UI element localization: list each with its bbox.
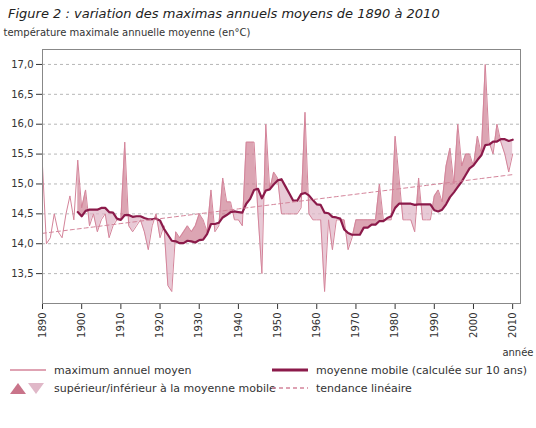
- svg-text:1910: 1910: [115, 313, 126, 338]
- svg-text:1900: 1900: [76, 313, 87, 338]
- svg-text:1940: 1940: [233, 313, 244, 338]
- svg-text:1980: 1980: [389, 313, 400, 338]
- svg-text:2010: 2010: [507, 313, 518, 338]
- svg-text:température maximale annuelle: température maximale annuelle moyenne (e…: [4, 27, 251, 38]
- html-text:supérieur/inférieur à la moyen: supérieur/inférieur à la moyenne mobile: [54, 381, 276, 395]
- html-text:tendance linéaire: tendance linéaire: [316, 381, 412, 395]
- svg-text:1950: 1950: [272, 313, 283, 338]
- svg-text:2000: 2000: [468, 313, 479, 338]
- svg-text:15,0: 15,0: [11, 178, 33, 189]
- html-text:maximum annuel moyen: maximum annuel moyen: [54, 363, 192, 377]
- svg-text:15,5: 15,5: [11, 148, 33, 159]
- svg-text:16,5: 16,5: [11, 89, 33, 100]
- svg-text:1960: 1960: [311, 313, 322, 338]
- svg-text:année: année: [502, 347, 533, 358]
- svg-text:1990: 1990: [429, 313, 440, 338]
- svg-text:16,0: 16,0: [11, 118, 33, 129]
- svg-text:13,5: 13,5: [11, 268, 33, 279]
- svg-text:1970: 1970: [350, 313, 361, 338]
- html-text:moyenne mobile (calculée sur 1: moyenne mobile (calculée sur 10 ans): [316, 363, 527, 377]
- svg-text:1890: 1890: [37, 313, 48, 338]
- svg-text:14,0: 14,0: [11, 238, 33, 249]
- svg-text:17,0: 17,0: [11, 59, 33, 70]
- svg-text:14,5: 14,5: [11, 208, 33, 219]
- svg-text:1930: 1930: [193, 313, 204, 338]
- html-text:Figure 2 : variation des maxim: Figure 2 : variation des maximas annuels…: [8, 6, 440, 21]
- svg-text:1920: 1920: [154, 313, 165, 338]
